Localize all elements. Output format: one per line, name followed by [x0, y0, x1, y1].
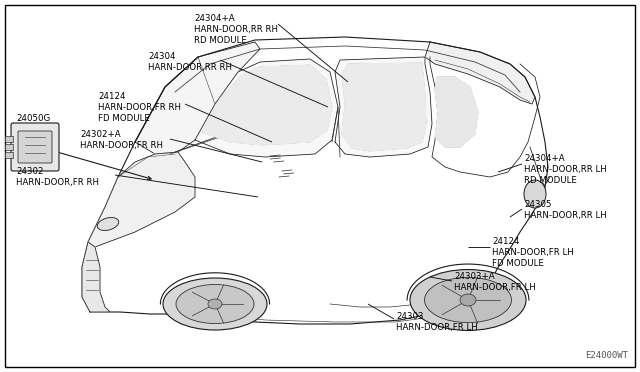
- Text: 24124
HARN-DOOR,FR RH
FD MODULE: 24124 HARN-DOOR,FR RH FD MODULE: [98, 92, 181, 123]
- Ellipse shape: [176, 285, 254, 324]
- Bar: [5, 152, 13, 158]
- FancyBboxPatch shape: [11, 123, 59, 171]
- Polygon shape: [425, 42, 535, 104]
- Text: E24000WT: E24000WT: [585, 351, 628, 360]
- Ellipse shape: [524, 180, 546, 208]
- Ellipse shape: [424, 278, 511, 323]
- Ellipse shape: [410, 270, 526, 330]
- Ellipse shape: [460, 294, 476, 306]
- Text: 24303+A
HARN-DOOR,FR LH: 24303+A HARN-DOOR,FR LH: [454, 272, 536, 292]
- Polygon shape: [82, 242, 110, 312]
- Text: 24050G: 24050G: [16, 114, 51, 123]
- Text: 24304+A
HARN-DOOR,RR LH
RD MODULE: 24304+A HARN-DOOR,RR LH RD MODULE: [524, 154, 607, 185]
- Ellipse shape: [163, 278, 267, 330]
- Text: 24302+A
HARN-DOOR,FR RH: 24302+A HARN-DOOR,FR RH: [80, 130, 163, 150]
- Bar: [5, 136, 13, 142]
- Polygon shape: [195, 59, 338, 157]
- Ellipse shape: [97, 218, 119, 231]
- Text: 24303
HARN-DOOR,FR LH: 24303 HARN-DOOR,FR LH: [396, 312, 477, 332]
- Text: 24302
HARN-DOOR,FR RH: 24302 HARN-DOOR,FR RH: [16, 167, 99, 187]
- Polygon shape: [135, 42, 260, 154]
- Text: 24124
HARN-DOOR,FR LH
FD MODULE: 24124 HARN-DOOR,FR LH FD MODULE: [492, 237, 573, 268]
- Polygon shape: [435, 77, 478, 147]
- Text: 24305
HARN-DOOR,RR LH: 24305 HARN-DOOR,RR LH: [524, 200, 607, 220]
- Bar: [5, 144, 13, 150]
- Ellipse shape: [208, 299, 222, 309]
- Text: 24304
HARN-DOOR,RR RH: 24304 HARN-DOOR,RR RH: [148, 52, 232, 72]
- Polygon shape: [202, 65, 332, 145]
- Polygon shape: [335, 57, 432, 157]
- FancyBboxPatch shape: [18, 131, 52, 163]
- Polygon shape: [88, 152, 195, 247]
- Text: 24304+A
HARN-DOOR,RR RH
RD MODULE: 24304+A HARN-DOOR,RR RH RD MODULE: [194, 14, 278, 45]
- Polygon shape: [342, 63, 426, 151]
